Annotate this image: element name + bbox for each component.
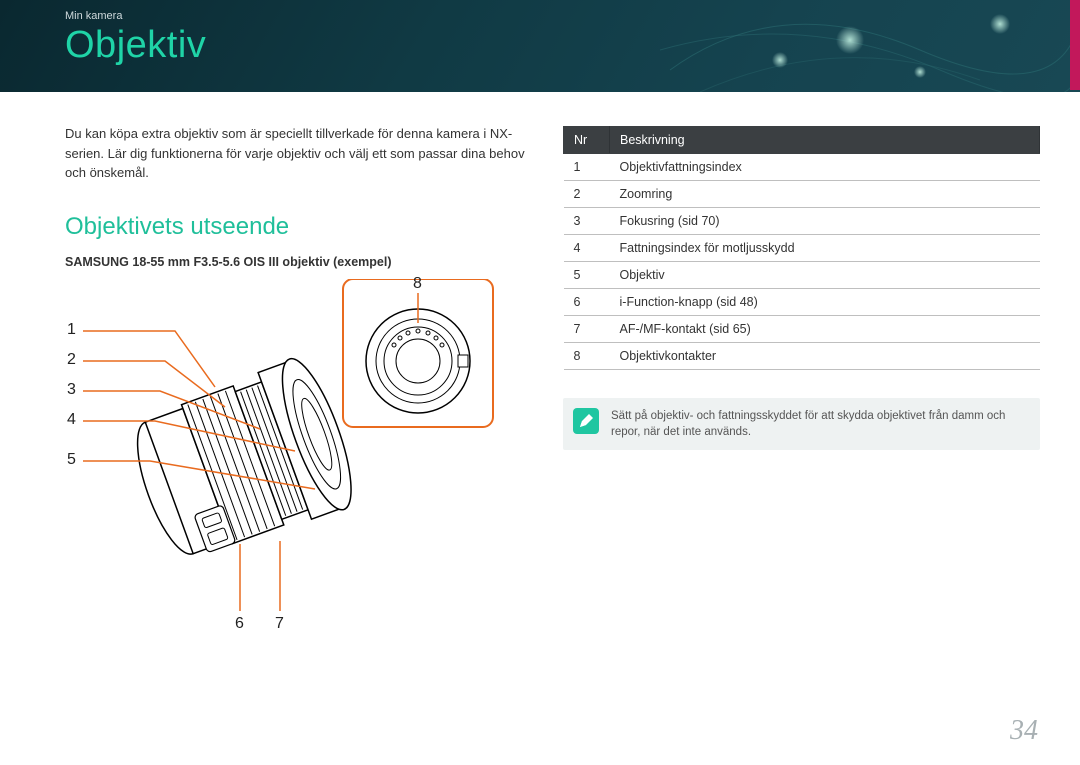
example-label: SAMSUNG 18-55 mm F3.5-5.6 OIS III objekt… [65,255,535,269]
table-row: 3 Fokusring (sid 70) [564,208,1040,235]
callout-number-2: 2 [67,351,76,369]
breadcrumb: Min kamera [65,10,1080,22]
parts-nr: 2 [564,181,610,208]
table-row: 2 Zoomring [564,181,1040,208]
parts-desc: Fattningsindex för motljusskydd [610,235,1040,262]
lens-diagram: 1 2 3 4 5 6 7 8 [65,279,505,639]
intro-paragraph: Du kan köpa extra objektiv som är specie… [65,124,535,183]
page-header: Min kamera Objektiv [0,0,1080,92]
section-title: Objektivets utseende [65,213,535,241]
parts-table-header-desc: Beskrivning [610,127,1040,154]
info-note: Sätt på objektiv- och fattningsskyddet f… [563,398,1040,450]
parts-nr: 1 [564,154,610,181]
parts-desc: Objektiv [610,262,1040,289]
table-row: 1 Objektivfattningsindex [564,154,1040,181]
parts-nr: 3 [564,208,610,235]
callout-number-8: 8 [413,275,422,293]
parts-desc: Objektivkontakter [610,343,1040,370]
callout-number-3: 3 [67,381,76,399]
parts-nr: 6 [564,289,610,316]
table-row: 6 i-Function-knapp (sid 48) [564,289,1040,316]
parts-nr: 5 [564,262,610,289]
parts-desc: AF-/MF-kontakt (sid 65) [610,316,1040,343]
parts-table: Nr Beskrivning 1 Objektivfattningsindex … [563,126,1040,370]
section-color-tab [1070,0,1080,90]
parts-desc: Objektivfattningsindex [610,154,1040,181]
page-root: Min kamera Objektiv Du kan köpa extra ob… [0,0,1080,765]
callout-number-5: 5 [67,451,76,469]
parts-desc: i-Function-knapp (sid 48) [610,289,1040,316]
pen-icon [573,408,599,434]
note-text: Sätt på objektiv- och fattningsskyddet f… [611,408,1026,440]
table-row: 5 Objektiv [564,262,1040,289]
callout-number-6: 6 [235,615,244,633]
parts-nr: 4 [564,235,610,262]
table-row: 8 Objektivkontakter [564,343,1040,370]
left-column: Du kan köpa extra objektiv som är specie… [65,124,535,639]
parts-desc: Fokusring (sid 70) [610,208,1040,235]
table-row: 7 AF-/MF-kontakt (sid 65) [564,316,1040,343]
table-row: 4 Fattningsindex för motljusskydd [564,235,1040,262]
callout-number-4: 4 [67,411,76,429]
callout-number-1: 1 [67,321,76,339]
parts-nr: 8 [564,343,610,370]
parts-table-header-nr: Nr [564,127,610,154]
right-column: Nr Beskrivning 1 Objektivfattningsindex … [563,124,1040,639]
parts-desc: Zoomring [610,181,1040,208]
parts-nr: 7 [564,316,610,343]
lens-illustration [65,279,505,639]
content-area: Du kan köpa extra objektiv som är specie… [0,92,1080,639]
page-title: Objektiv [65,24,1080,67]
callout-number-7: 7 [275,615,284,633]
page-number: 34 [1010,715,1038,747]
